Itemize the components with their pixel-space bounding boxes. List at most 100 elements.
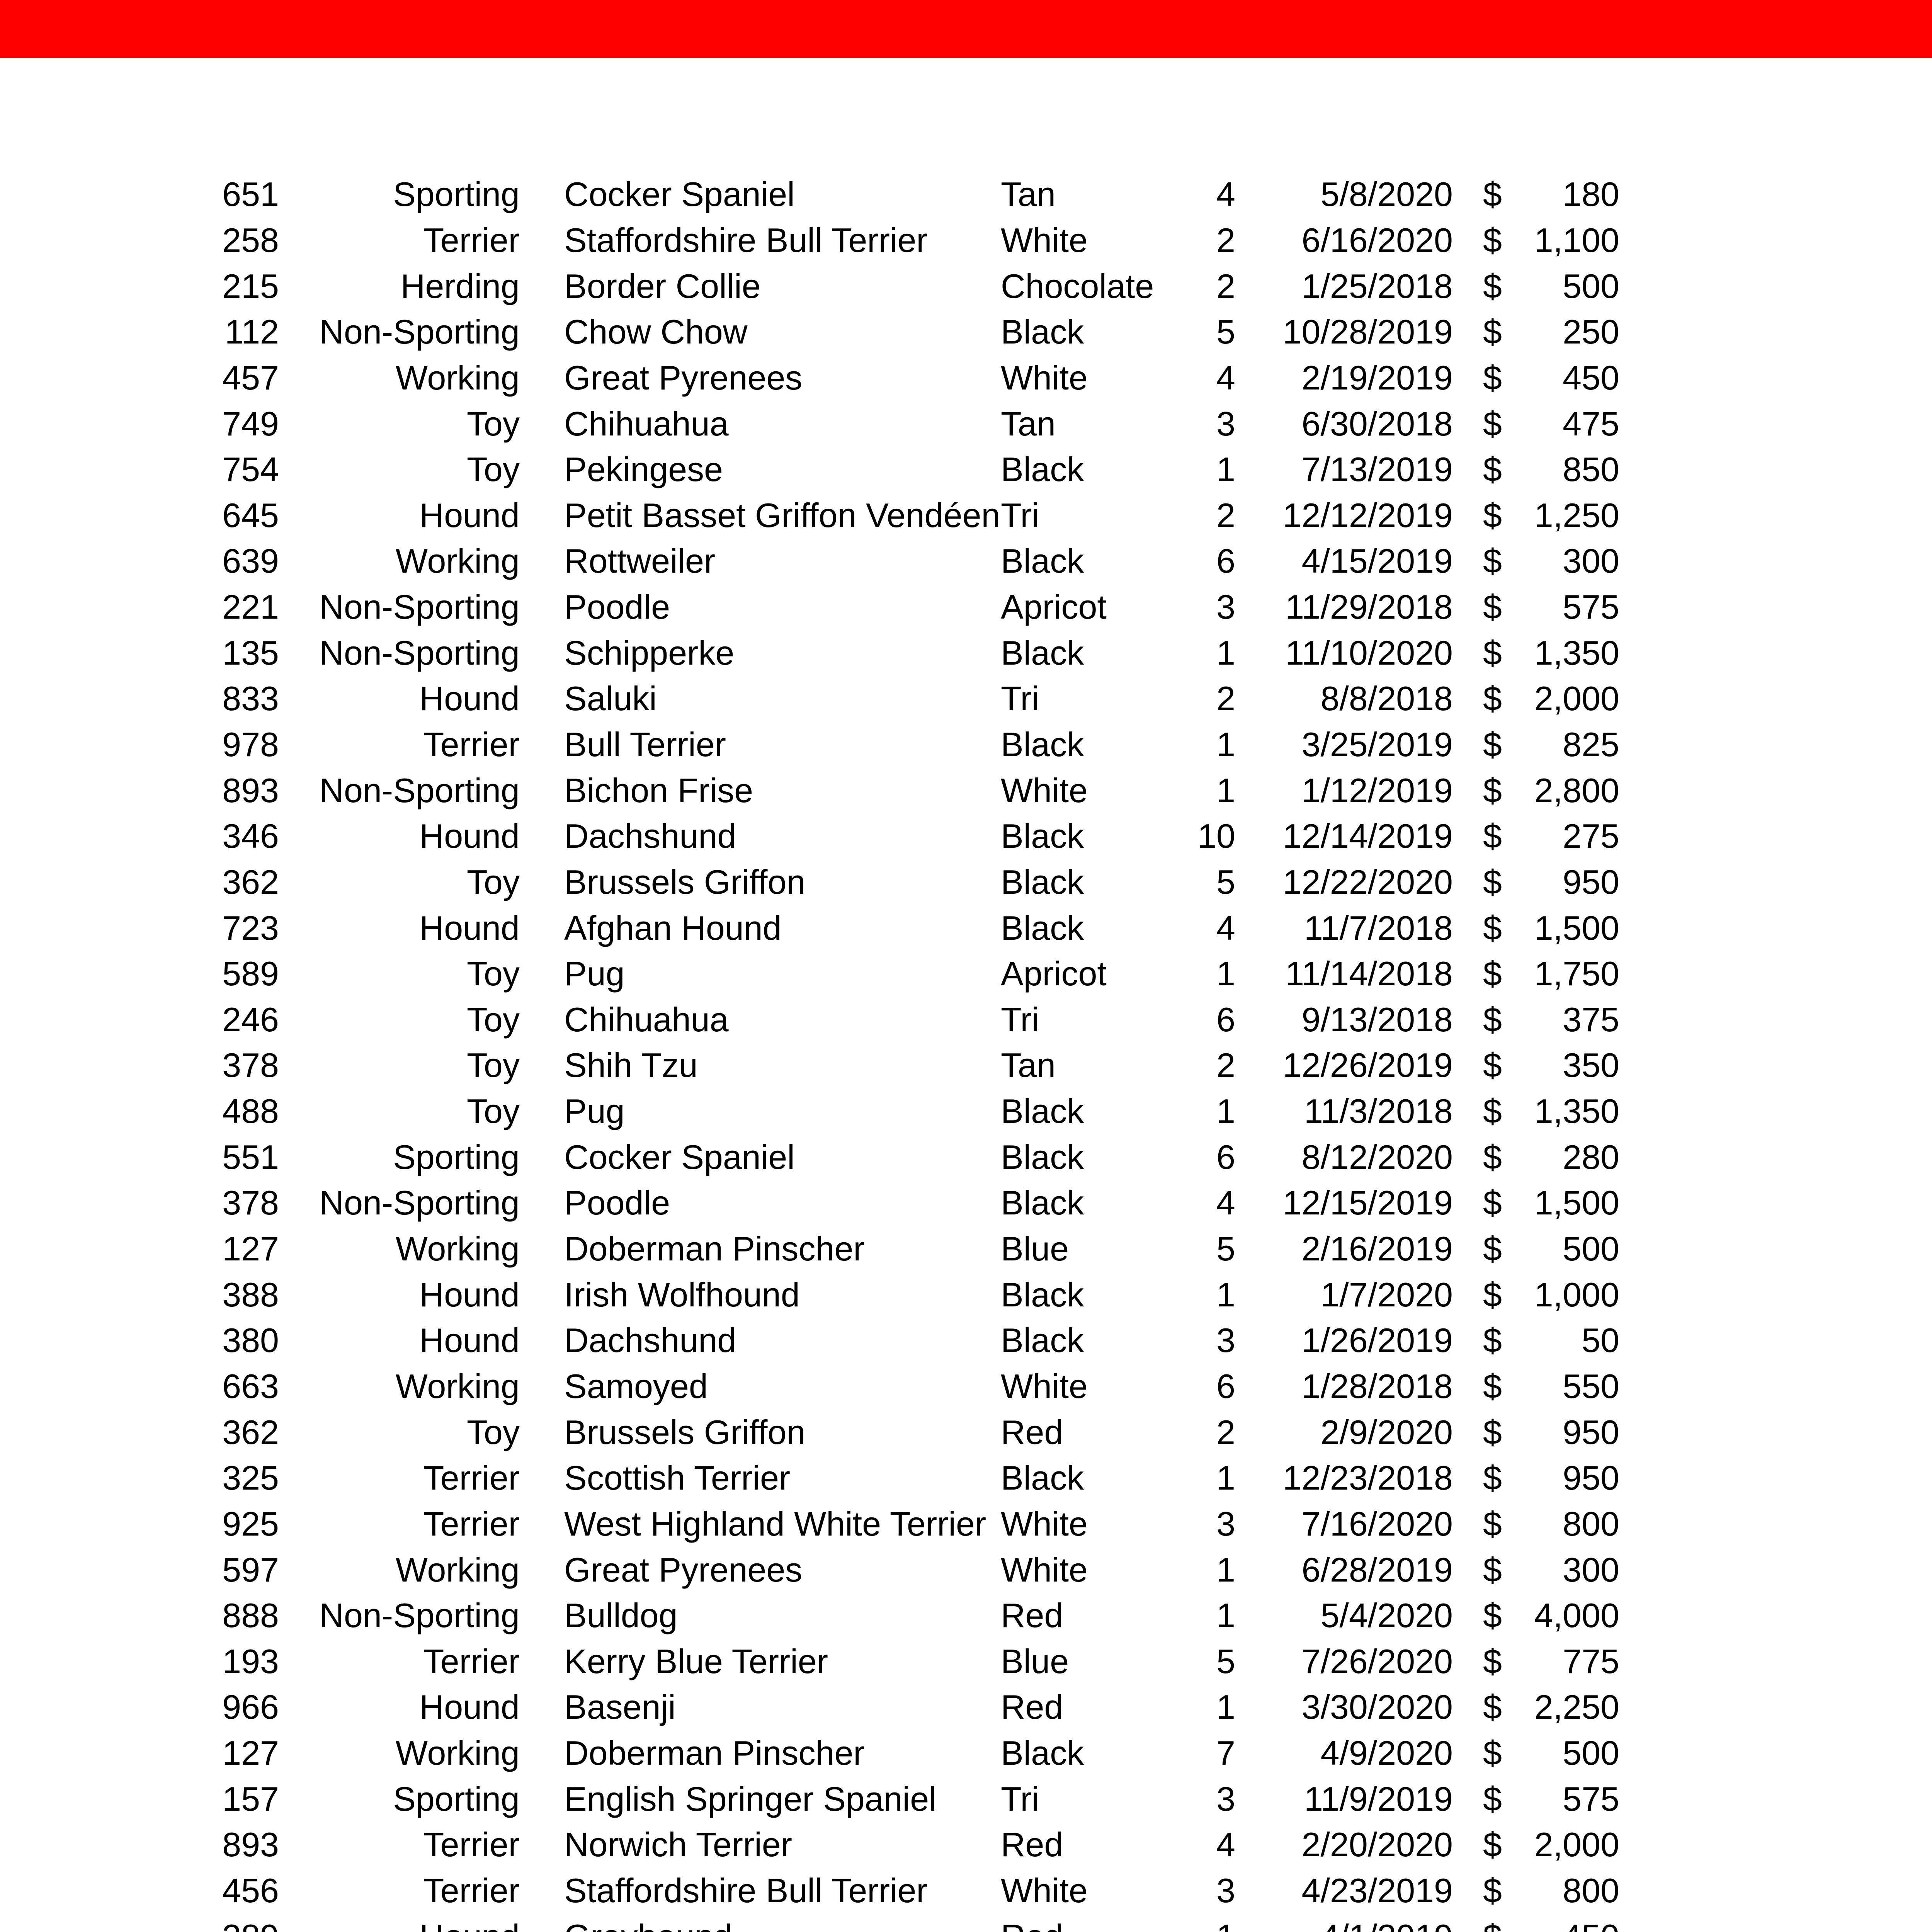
cell-qty: 2 (1216, 679, 1235, 718)
table-row: 215 Herding Border Collie Chocolate 2 1/25/20… (0, 263, 1619, 309)
cell-qty: 4 (1216, 358, 1235, 397)
cell-color: White (1001, 771, 1088, 810)
cell-price: 1,100 (1534, 221, 1619, 259)
cell-date: 12/15/2019 (1282, 1184, 1453, 1222)
cell-group: Non-Sporting (319, 588, 520, 626)
cell-breed: Saluki (564, 679, 657, 718)
cell-qty: 2 (1216, 267, 1235, 305)
cell-id: 389 (0, 1917, 279, 1932)
cell-price: 775 (1563, 1642, 1619, 1680)
cell-date: 12/12/2019 (1282, 496, 1453, 534)
cell-id: 456 (222, 1871, 279, 1910)
cell-color: Black (1001, 313, 1084, 351)
cell-color: Tri (1001, 1779, 1039, 1818)
table-row: 639 Working Rottweiler Black 6 4/15/2019 $300 (0, 538, 1619, 584)
cell-qty: 4 (1216, 1825, 1235, 1864)
table-row: 754 Toy Pekingese Black 1 7/13/2019 $850 (0, 447, 1619, 493)
cell-id: 925 (222, 1504, 279, 1543)
cell-currency: $ (1483, 358, 1502, 397)
cell-id: 645 (222, 496, 279, 534)
cell-breed: Scottish Terrier (564, 1459, 791, 1497)
cell-id: 966 (222, 1688, 279, 1726)
cell-date: 4/9/2020 (1320, 1734, 1453, 1772)
cell-date: 1/28/2018 (1301, 1367, 1453, 1405)
table-body: 651 Sporting Cocker Spaniel Tan 4 5/8/2020 $18… (0, 172, 1619, 1932)
cell-group: Sporting (393, 1779, 520, 1818)
cell-breed: Chow Chow (564, 313, 748, 351)
cell-currency: $ (1483, 679, 1502, 718)
cell-group: Toy (467, 1092, 520, 1131)
cell-date: 11/9/2019 (1304, 1779, 1453, 1818)
cell-color: Tan (1001, 175, 1056, 214)
table-row: 362 Toy Brussels Griffon Red 2 2/9/2020 $950 (0, 1409, 1619, 1455)
cell-breed: Brussels Griffon (564, 862, 806, 901)
cell-id: 488 (222, 1092, 279, 1131)
cell-date: 2/19/2019 (1301, 358, 1453, 397)
cell-id: 639 (222, 542, 279, 580)
cell-date: 4/1/2019 (1235, 1917, 1453, 1932)
cell-id: 589 (222, 954, 279, 993)
cell-group: Sporting (393, 1138, 520, 1176)
table-row: 346 Hound Dachshund Black 10 12/14/2019 $275 (0, 813, 1619, 859)
cell-qty: 2 (1216, 1413, 1235, 1451)
table-row: 663 Working Samoyed White 6 1/28/2018 $550 (0, 1364, 1619, 1410)
cell-id: 246 (222, 1000, 279, 1039)
cell-group: Working (395, 1367, 520, 1405)
table-row: 127 Working Doberman Pinscher Black 7 4/9/202… (0, 1730, 1619, 1776)
cell-id: 258 (222, 221, 279, 259)
cell-group: Terrier (423, 1459, 520, 1497)
cell-id: 551 (222, 1138, 279, 1176)
cell-color: Black (1001, 450, 1084, 489)
cell-group: Non-Sporting (319, 633, 520, 672)
cell-id: 127 (222, 1734, 279, 1772)
cell-qty: 5 (1216, 313, 1235, 351)
cell-currency: $ (1483, 221, 1502, 259)
cell-color: Apricot (1001, 588, 1107, 626)
cell-group: Hound (419, 1688, 520, 1726)
cell-price: 2,000 (1534, 1825, 1619, 1864)
table-row: 380 Hound Dachshund Black 3 1/26/2019 $50 (0, 1318, 1619, 1364)
cell-qty: 1 (1216, 450, 1235, 489)
cell-group: Terrier (423, 1871, 520, 1910)
cell-currency: $ (1483, 1871, 1502, 1910)
cell-id: 362 (222, 1413, 279, 1451)
cell-date: 2/16/2019 (1301, 1230, 1453, 1268)
cell-qty: 6 (1216, 1367, 1235, 1405)
cell-id: 723 (222, 908, 279, 947)
cell-qty: 4 (1216, 908, 1235, 947)
cell-qty: 3 (1216, 1779, 1235, 1818)
cell-id: 457 (222, 358, 279, 397)
cell-qty: 1 (1216, 1275, 1235, 1314)
cell-breed: Pekingese (564, 450, 723, 489)
cell-price: 280 (1563, 1138, 1619, 1176)
cell-currency: $ (1483, 1367, 1502, 1405)
cell-breed: Dachshund (564, 817, 736, 855)
table-row: 378 Toy Shih Tzu Tan 2 12/26/2019 $350 (0, 1043, 1619, 1088)
table-row: 589 Toy Pug Apricot 1 11/14/2018 $1,750 (0, 951, 1619, 997)
cell-price: 800 (1563, 1504, 1619, 1543)
cell-breed: Dachshund (564, 1321, 736, 1360)
cell-breed: Petit Basset Griffon Vendéen (564, 496, 1000, 534)
cell-currency: $ (1483, 1000, 1502, 1039)
cell-date: 2/9/2020 (1320, 1413, 1453, 1451)
cell-qty: 3 (1216, 588, 1235, 626)
cell-currency: $ (1483, 1642, 1502, 1680)
cell-color: Apricot (1001, 954, 1107, 993)
cell-qty: 5 (1216, 1230, 1235, 1268)
cell-breed: Poodle (564, 588, 670, 626)
cell-color: Black (1001, 1184, 1084, 1222)
cell-currency: $ (1483, 1092, 1502, 1131)
cell-color: Blue (1001, 1642, 1069, 1680)
cell-breed: Staffordshire Bull Terrier (564, 221, 928, 259)
cell-qty: 5 (1216, 1642, 1235, 1680)
table-row: 893 Non-Sporting Bichon Frise White 1 1/12/20… (0, 767, 1619, 813)
cell-group: Toy (467, 1413, 520, 1451)
cell-price: 950 (1563, 862, 1619, 901)
spreadsheet-table: 651 Sporting Cocker Spaniel Tan 4 5/8/2020 $18… (0, 172, 1619, 1932)
cell-id: 346 (222, 817, 279, 855)
table-row: 325 Terrier Scottish Terrier Black 1 12/23/20… (0, 1455, 1619, 1501)
cell-breed: Shih Tzu (564, 1046, 698, 1085)
cell-date: 12/23/2018 (1282, 1459, 1453, 1497)
cell-date: 4/23/2019 (1301, 1871, 1453, 1910)
cell-breed: Great Pyrenees (564, 358, 803, 397)
